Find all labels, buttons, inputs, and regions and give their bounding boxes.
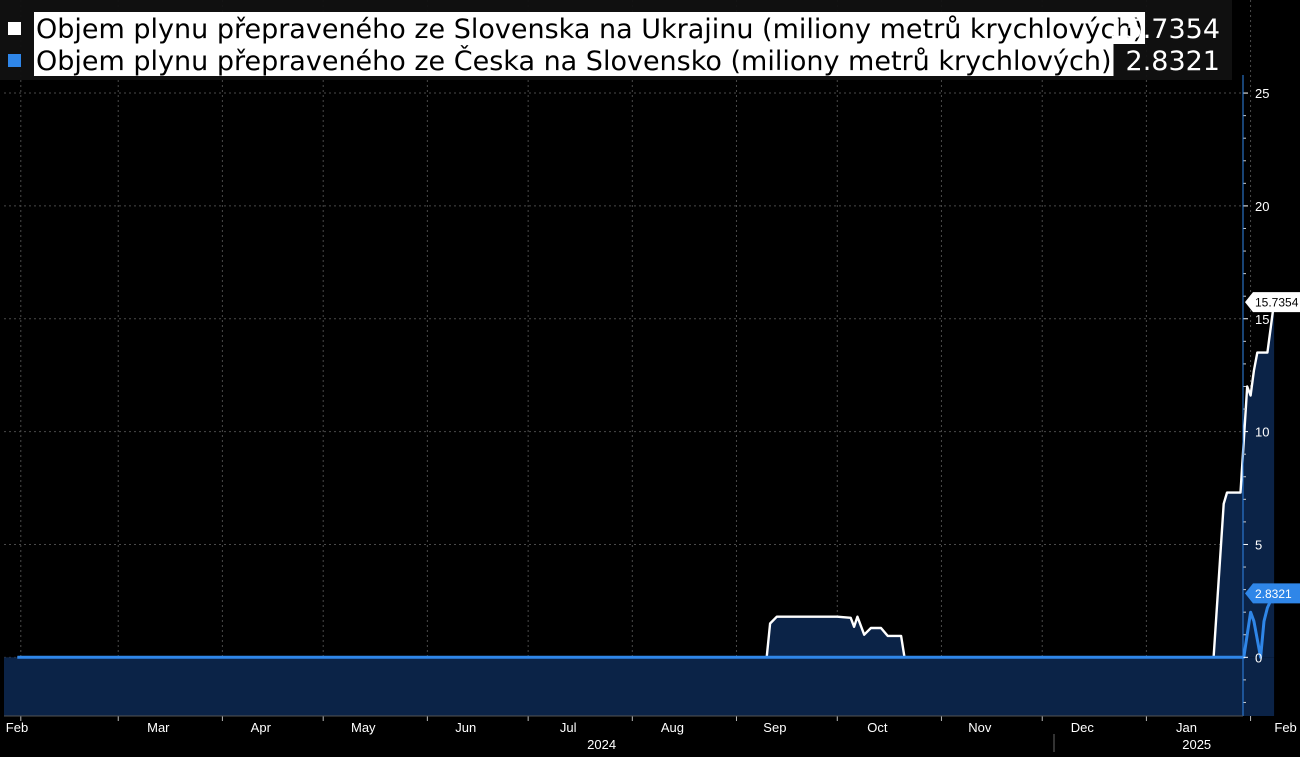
legend-swatch	[8, 22, 21, 35]
last-value-tags: 15.7354 2.8321	[1245, 292, 1300, 604]
legend-label-highlight	[34, 12, 1146, 44]
legend-label: Objem plynu přepraveného ze Slovenska na…	[36, 14, 1143, 45]
series-lines	[17, 302, 1276, 659]
legend-swatch	[8, 54, 21, 67]
x-month-label: Oct	[867, 720, 888, 735]
x-month-label: Jun	[455, 720, 476, 735]
area-fill-below-zero	[4, 657, 1275, 716]
y-tick-label: 10	[1255, 425, 1269, 440]
series-line-1	[17, 302, 1276, 659]
x-month-label: Feb	[1274, 720, 1296, 735]
last-value-tag-label: 2.8321	[1255, 587, 1292, 601]
x-year-label: 2025	[1182, 737, 1211, 752]
x-month-label: Feb	[6, 720, 28, 735]
y-tick-label: 5	[1255, 537, 1262, 552]
legend-value: 2.8321	[1126, 46, 1220, 77]
x-month-label: Nov	[968, 720, 992, 735]
x-year-label: 2024	[587, 737, 616, 752]
x-month-label: Mar	[147, 720, 170, 735]
x-month-label: Sep	[763, 720, 786, 735]
y-tick-label: 20	[1255, 199, 1269, 214]
area-fills	[4, 302, 1275, 716]
x-month-label: Apr	[251, 720, 272, 735]
y-axis: 0 5 10 15 20 25	[1242, 75, 1269, 716]
legend-label: Objem plynu přepraveného ze Česka na Slo…	[36, 45, 1111, 77]
last-value-tag	[1245, 583, 1300, 604]
last-value-tag	[1245, 292, 1300, 313]
x-month-label: May	[351, 720, 376, 735]
y-tick-label: 25	[1255, 86, 1269, 101]
x-month-label: Aug	[661, 720, 684, 735]
legend: Objem plynu přepraveného ze Slovenska na…	[0, 0, 1232, 80]
x-month-label: Jul	[560, 720, 577, 735]
legend-label-highlight	[34, 44, 1114, 76]
last-value-tag-label: 15.7354	[1255, 296, 1299, 310]
series-line-2	[17, 592, 1276, 659]
x-axis: Feb Mar Apr May Jun Jul Aug Sep Oct Nov Dec Jan Feb 2…	[4, 715, 1297, 752]
y-tick-label: 0	[1255, 650, 1262, 665]
y-tick-label: 15	[1255, 312, 1269, 327]
x-month-label: Dec	[1071, 720, 1095, 735]
legend-value: 15.7354	[1108, 14, 1220, 45]
x-month-label: Jan	[1176, 720, 1197, 735]
